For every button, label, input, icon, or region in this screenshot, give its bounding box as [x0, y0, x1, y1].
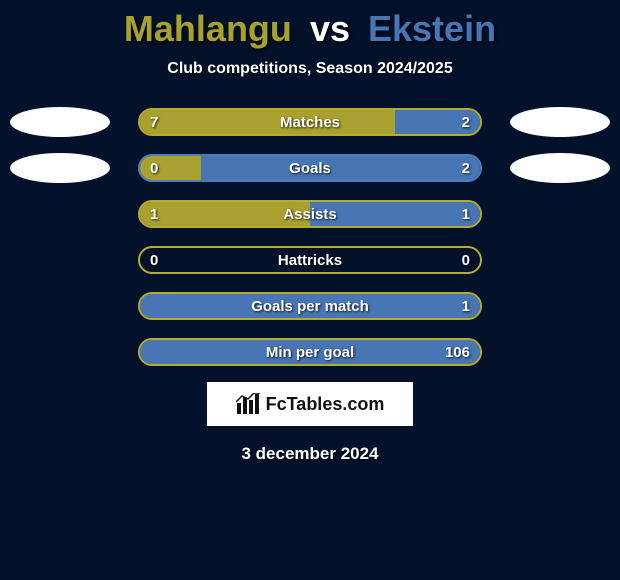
player1-name: Mahlangu	[124, 8, 292, 49]
player2-name: Ekstein	[368, 8, 496, 49]
stat-label: Goals	[140, 156, 480, 180]
stat-label: Goals per match	[140, 294, 480, 318]
stat-label: Min per goal	[140, 340, 480, 364]
stat-value-right: 1	[462, 202, 470, 226]
stat-bar-track: Goals0 2	[138, 154, 482, 182]
stat-value-left: 7	[150, 110, 158, 134]
player1-logo-placeholder	[10, 107, 110, 137]
stat-bar-track: Assists1 1	[138, 200, 482, 228]
stat-row: Assists1 1	[0, 200, 620, 228]
stat-bar-track: Matches7 2	[138, 108, 482, 136]
brand-badge: FcTables.com	[207, 382, 413, 426]
stats-rows: Matches72Goals02Assists11Hattricks00Goal…	[0, 108, 620, 366]
stat-value-right: 2	[462, 156, 470, 180]
stat-value-left: 0	[150, 248, 158, 272]
stat-value-right: 0	[462, 248, 470, 272]
player2-logo-placeholder	[510, 107, 610, 137]
vs-text: vs	[310, 8, 350, 49]
stat-label: Hattricks	[140, 248, 480, 272]
stat-value-right: 2	[462, 110, 470, 134]
stat-label: Assists	[140, 202, 480, 226]
chart-icon	[236, 393, 260, 415]
stat-bar-track: Min per goal106	[138, 338, 482, 366]
date-text: 3 december 2024	[0, 444, 620, 464]
stat-value-right: 1	[462, 294, 470, 318]
subtitle: Club competitions, Season 2024/2025	[0, 60, 620, 78]
stat-row: Goals0 2	[0, 154, 620, 182]
stat-row: Min per goal106	[0, 338, 620, 366]
stat-label: Matches	[140, 110, 480, 134]
brand-text: FcTables.com	[266, 394, 385, 415]
stat-row: Matches7 2	[0, 108, 620, 136]
stat-bar-track: Goals per match1	[138, 292, 482, 320]
stat-value-left: 0	[150, 156, 158, 180]
stat-row: Goals per match1	[0, 292, 620, 320]
stat-bar-track: Hattricks0 0	[138, 246, 482, 274]
player1-logo-placeholder	[10, 153, 110, 183]
comparison-title: Mahlangu vs Ekstein	[0, 0, 620, 50]
stat-row: Hattricks0 0	[0, 246, 620, 274]
player2-logo-placeholder	[510, 153, 610, 183]
stat-value-left: 1	[150, 202, 158, 226]
stat-value-right: 106	[445, 340, 470, 364]
